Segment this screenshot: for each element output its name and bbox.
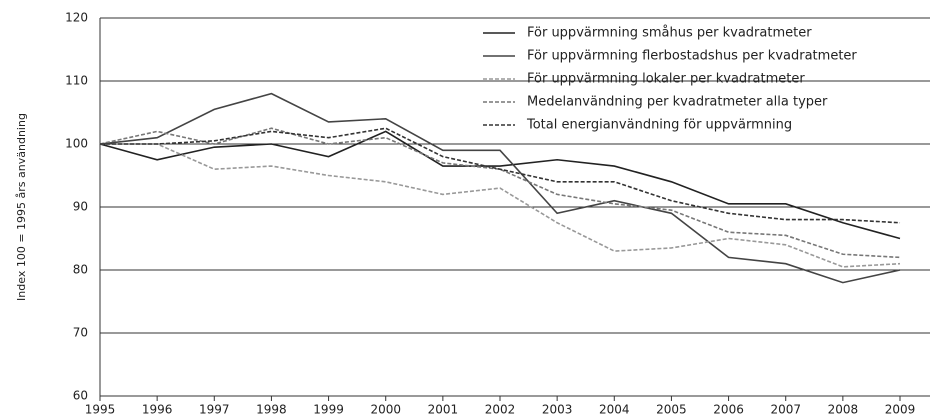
y-axis-label: Index 100 = 1995 års användning: [15, 113, 28, 301]
x-tick-label: 1995: [85, 403, 116, 417]
series-line: [100, 127, 901, 224]
x-tick-label: 2006: [713, 403, 744, 417]
legend-label: För uppvärmning lokaler per kvadratmeter: [527, 72, 805, 87]
x-tick-label: 2004: [599, 403, 630, 417]
x-tick-label: 1998: [256, 403, 287, 417]
x-tick-label: 1999: [313, 403, 344, 417]
x-tick-label: 2008: [828, 403, 859, 417]
x-tick-label: 2005: [656, 403, 687, 417]
x-tick-label: 1996: [142, 403, 173, 417]
x-tick-label: 2000: [370, 403, 401, 417]
x-tick-label: 2007: [770, 403, 801, 417]
legend-label: Total energianvändning för uppvärmning: [526, 118, 792, 133]
y-tick-label: 70: [73, 326, 88, 340]
y-tick-label: 60: [73, 389, 88, 403]
x-tick-label: 2003: [542, 403, 573, 417]
x-tick-label: 2002: [485, 403, 516, 417]
series-line: [100, 143, 901, 268]
x-tick-label: 2001: [428, 403, 459, 417]
legend-label: För uppvärmning flerbostadshus per kvadr…: [527, 49, 857, 64]
y-tick-label: 110: [65, 74, 88, 88]
y-tick-label: 90: [73, 200, 88, 214]
series-line: [99, 92, 901, 284]
x-tick-label: 2009: [885, 403, 916, 417]
series-line: [99, 127, 901, 259]
x-tick-label: 1997: [199, 403, 230, 417]
series-line: [99, 130, 901, 240]
legend-label: Medelanvändning per kvadratmeter alla ty…: [527, 95, 828, 110]
y-tick-label: 100: [65, 137, 88, 151]
legend-label: För uppvärmning småhus per kvadratmeter: [527, 26, 812, 41]
y-tick-label: 120: [65, 11, 88, 25]
y-tick-label: 80: [73, 263, 88, 277]
